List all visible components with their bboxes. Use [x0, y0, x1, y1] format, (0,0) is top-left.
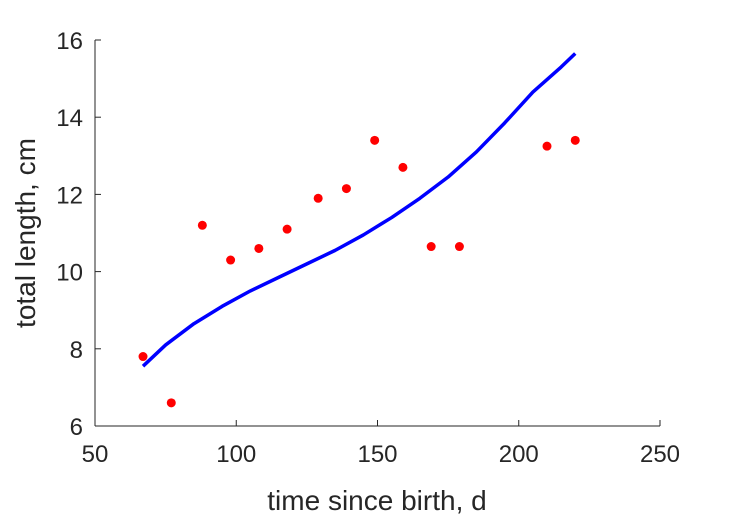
x-ticks: 50 100 150 200 250 [82, 420, 680, 468]
y-tick-label: 14 [56, 105, 83, 132]
fit-line [141, 52, 577, 368]
y-tick-label: 8 [70, 337, 83, 364]
axes [94, 40, 660, 427]
data-point [226, 255, 236, 265]
x-tick-label: 250 [640, 441, 680, 468]
y-tick-label: 16 [56, 28, 83, 55]
x-tick-label: 50 [82, 441, 109, 468]
x-tick-label: 150 [357, 441, 397, 468]
fit-line-series [141, 52, 577, 368]
y-tick-label: 12 [56, 182, 83, 209]
x-tick-label: 100 [216, 441, 256, 468]
y-tick-label: 10 [56, 260, 83, 287]
data-point [138, 352, 148, 362]
data-point [313, 193, 323, 203]
x-tick-label: 200 [499, 441, 539, 468]
data-point [454, 242, 464, 252]
x-axis-label: time since birth, d [267, 485, 486, 516]
data-point [398, 162, 408, 172]
data-point [370, 135, 380, 145]
data-point [254, 243, 264, 253]
data-point [197, 220, 207, 230]
data-point [426, 242, 436, 252]
data-point [570, 135, 580, 145]
data-point [282, 224, 292, 234]
y-axis-label: total length, cm [10, 138, 41, 328]
y-tick-label: 6 [70, 414, 83, 441]
scatter-series [138, 135, 580, 408]
data-point [542, 141, 552, 151]
y-ticks: 6 8 10 12 14 16 [56, 28, 101, 441]
data-point [341, 184, 351, 194]
data-point [166, 398, 176, 408]
